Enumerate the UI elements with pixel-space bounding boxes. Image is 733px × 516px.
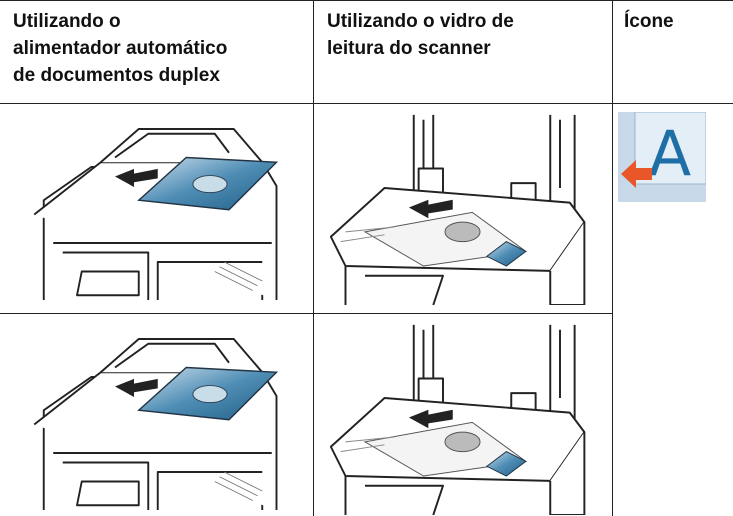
column-header: Utilizando o alimentador automático de d…: [13, 11, 228, 86]
drawing-part: [329, 323, 586, 515]
column-rule: [313, 0, 314, 516]
column-rule: [612, 0, 613, 516]
drawing-part: A: [649, 117, 691, 190]
table-rule: [0, 103, 733, 104]
column-header: Ícone: [624, 11, 674, 32]
adf-illustration: [33, 128, 278, 300]
table-rule: [0, 0, 733, 1]
drawing-part: [621, 160, 652, 188]
icon: A: [618, 112, 706, 202]
adf-illustration: [33, 338, 278, 510]
drawing-part: [329, 113, 586, 305]
glass-illustration: [329, 323, 586, 515]
glass-illustration: [329, 113, 586, 305]
column-header: Utilizando o vidro de leitura do scanner: [327, 11, 514, 59]
drawing-part: [33, 128, 278, 300]
drawing-part: [33, 338, 278, 510]
table-rule: [0, 313, 612, 314]
